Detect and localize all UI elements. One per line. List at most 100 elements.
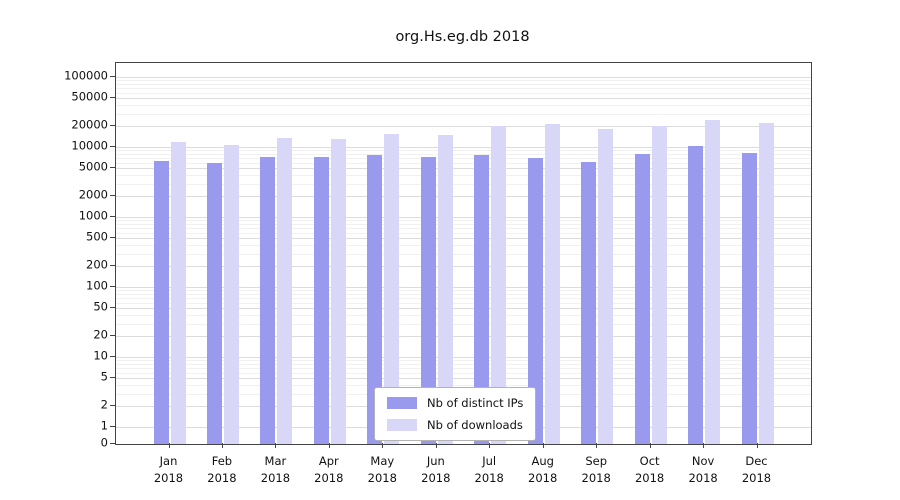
y-tick-mark (110, 237, 115, 239)
y-gridline (116, 153, 811, 155)
y-gridline (116, 157, 811, 159)
x-tick-year: 2018 (207, 470, 237, 485)
bar-distinct-ips (260, 157, 276, 444)
y-tick-label: 1000 (78, 208, 108, 223)
y-gridline (116, 297, 811, 299)
y-tick-label: 100 (86, 278, 108, 293)
y-gridline (116, 162, 811, 164)
x-tick-year: 2018 (153, 470, 184, 485)
y-tick-label: 2000 (78, 187, 108, 202)
x-tick-month: Nov (691, 454, 715, 468)
x-tick-month: May (370, 454, 395, 468)
x-tick-mark (328, 443, 330, 448)
x-tick-year: 2018 (474, 470, 504, 485)
y-gridline (116, 293, 811, 295)
y-gridline (116, 87, 811, 89)
bar-distinct-ips (581, 161, 597, 444)
x-tick-year: 2018 (634, 470, 665, 485)
legend-swatch (387, 397, 417, 409)
bar-distinct-ips (741, 153, 757, 444)
y-tick-mark (110, 124, 115, 126)
y-tick-mark (110, 146, 115, 147)
y-tick-label: 1 (100, 418, 108, 433)
plot-area (115, 62, 812, 445)
y-gridline (116, 220, 811, 222)
bar-downloads (330, 139, 346, 444)
legend-entry: Nb of distinct IPs (387, 396, 523, 410)
y-gridline (116, 125, 811, 127)
bar-downloads (651, 125, 667, 444)
y-gridline (116, 232, 811, 234)
x-tick-year: 2018 (688, 470, 718, 485)
x-tick-year: 2018 (581, 470, 611, 485)
y-gridline (116, 113, 811, 115)
y-gridline (116, 314, 811, 316)
x-tick-label: Jul 2018 (475, 453, 504, 486)
x-tick-label: Dec 2018 (742, 453, 771, 486)
y-tick-label: 5 (100, 369, 108, 384)
x-tick-year: 2018 (367, 470, 397, 485)
x-tick-label: Aug 2018 (528, 453, 557, 486)
x-tick-month: Jul (482, 454, 497, 468)
x-tick-mark (435, 443, 437, 448)
y-tick-mark (110, 377, 115, 379)
y-tick-label: 5000 (78, 159, 108, 174)
y-gridline (116, 83, 811, 85)
y-tick-label: 20000 (71, 117, 108, 132)
bar-downloads (437, 134, 453, 444)
y-gridline (116, 367, 811, 369)
y-gridline (116, 104, 811, 106)
y-gridline (116, 308, 811, 310)
legend-entry: Nb of downloads (387, 418, 523, 432)
y-tick-mark (110, 216, 115, 217)
bar-downloads (491, 125, 507, 444)
y-gridline (116, 217, 811, 218)
y-gridline (116, 147, 811, 148)
y-gridline (116, 290, 811, 292)
legend-label: Nb of downloads (427, 418, 523, 432)
x-tick-label: Mar 2018 (261, 453, 290, 486)
y-tick-label: 50 (93, 299, 108, 314)
y-gridline (116, 223, 811, 225)
y-gridline (116, 238, 811, 240)
y-tick-label: 0 (100, 435, 108, 450)
bar-downloads (223, 145, 239, 444)
x-tick-month: Jun (426, 454, 445, 468)
y-gridline (116, 150, 811, 152)
y-tick-label: 2 (100, 397, 108, 412)
y-tick-mark (110, 97, 115, 99)
y-gridline (116, 384, 811, 386)
y-tick-label: 20 (93, 327, 108, 342)
x-tick-mark (489, 443, 491, 448)
y-gridline (116, 244, 811, 246)
y-tick-mark (110, 443, 115, 444)
y-tick-label: 500 (86, 229, 108, 244)
x-tick-month: Sep (585, 454, 608, 468)
x-tick-mark (275, 443, 277, 448)
x-tick-month: Apr (318, 454, 339, 468)
y-gridline (116, 323, 811, 325)
y-gridline (116, 168, 811, 170)
x-tick-year: 2018 (528, 470, 558, 485)
y-gridline (116, 183, 811, 185)
bar-downloads (277, 137, 293, 444)
x-tick-month: Dec (745, 454, 768, 468)
x-tick-mark (649, 443, 651, 448)
y-tick-mark (110, 334, 115, 336)
y-gridline (116, 77, 811, 78)
y-tick-mark (110, 264, 115, 266)
y-tick-mark (110, 356, 115, 357)
x-tick-month: Oct (639, 454, 660, 468)
y-tick-mark (110, 167, 115, 169)
y-tick-mark (110, 404, 115, 406)
bar-distinct-ips (367, 154, 383, 444)
x-tick-month: Aug (531, 454, 554, 468)
y-tick-mark (110, 194, 115, 196)
y-tick-mark (110, 286, 115, 287)
x-tick-mark (703, 443, 705, 448)
y-gridline (116, 265, 811, 267)
y-tick-label: 200 (86, 257, 108, 272)
bar-distinct-ips (474, 154, 490, 444)
x-tick-mark (542, 443, 544, 448)
y-gridline (116, 98, 811, 100)
